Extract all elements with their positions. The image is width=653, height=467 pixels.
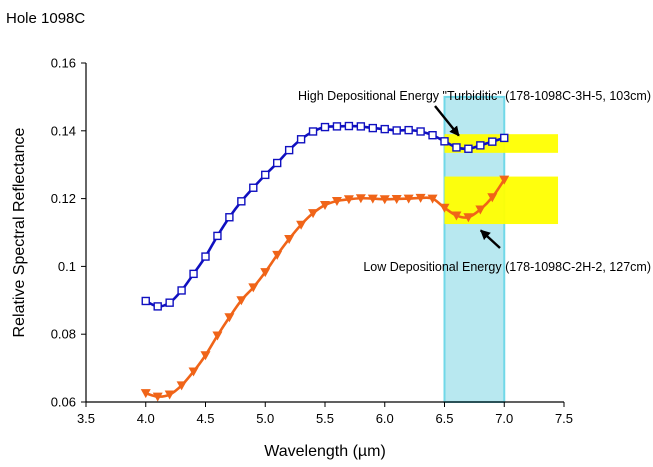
x-axis-title: Wavelength (µm)	[264, 443, 386, 460]
data-point	[260, 268, 271, 278]
annotation-low-energy: Low Depositional Energy (178-1098C-2H-2,…	[363, 260, 651, 274]
data-point	[201, 252, 210, 261]
data-point	[487, 193, 498, 203]
data-point	[165, 298, 174, 307]
x-tick-label: 3.5	[77, 411, 95, 426]
data-point	[308, 127, 318, 136]
data-point	[320, 201, 330, 211]
data-point	[427, 194, 438, 204]
data-point	[404, 125, 413, 135]
highlight-regions	[443, 95, 559, 404]
data-point	[200, 351, 211, 361]
data-point	[140, 389, 151, 399]
x-tick-label: 5.5	[316, 411, 334, 426]
annotation-high-energy: High Depositional Energy "Turbiditic" (1…	[298, 89, 651, 103]
data-point	[428, 131, 437, 140]
data-point	[379, 195, 390, 205]
data-point	[249, 183, 258, 192]
x-tick-label: 5.0	[256, 411, 274, 426]
chart-title: Hole 1098C	[6, 10, 86, 27]
y-tick-label: 0.12	[51, 191, 76, 206]
data-point	[392, 126, 401, 135]
annotations: High Depositional Energy "Turbiditic" (1…	[298, 89, 651, 274]
data-point	[355, 194, 366, 204]
y-tick-label: 0.14	[51, 123, 76, 138]
data-point	[225, 213, 234, 222]
data-point	[261, 170, 270, 180]
y-tick-label: 0.16	[51, 56, 76, 71]
data-point	[356, 122, 366, 131]
data-point	[308, 209, 319, 219]
data-point	[176, 381, 187, 391]
data-point	[213, 231, 222, 241]
data-point	[332, 122, 342, 131]
data-point	[212, 331, 223, 341]
data-point	[320, 122, 330, 132]
x-tick-label: 6.0	[376, 411, 394, 426]
data-point	[284, 234, 295, 244]
data-point	[164, 390, 175, 400]
data-point	[367, 194, 378, 204]
data-point	[177, 286, 186, 295]
y-tick-label: 0.1	[58, 259, 76, 274]
data-point	[451, 211, 462, 221]
data-point	[368, 123, 377, 133]
data-point	[331, 196, 342, 206]
data-point	[141, 296, 150, 306]
data-point	[475, 205, 486, 215]
data-point	[344, 121, 354, 131]
data-point	[488, 137, 497, 146]
data-point	[476, 141, 485, 150]
x-tick-label: 4.5	[196, 411, 214, 426]
data-point	[152, 392, 163, 402]
data-point	[380, 124, 389, 134]
data-point	[415, 193, 426, 203]
data-point	[153, 302, 162, 311]
data-point	[500, 133, 509, 143]
data-point	[272, 250, 283, 260]
series-layer	[140, 121, 510, 402]
data-point	[284, 145, 294, 155]
x-tick-label: 4.0	[137, 411, 155, 426]
data-point	[273, 158, 282, 168]
data-point	[188, 367, 199, 377]
x-tick-label: 7.0	[495, 411, 513, 426]
data-point	[463, 213, 474, 223]
y-axis-title: Relative Spectral Reflectance	[11, 127, 28, 337]
annotation-arrow-high	[434, 105, 460, 137]
data-point	[237, 197, 246, 206]
x-tick-label: 7.5	[555, 411, 573, 426]
data-point	[403, 194, 414, 204]
axes: 3.5 4.0 4.5 5.0 5.5 6.0 6.5 7.0 7.5 0.06 0.08 0.1 0.…	[11, 56, 573, 461]
data-point	[189, 269, 198, 279]
data-point	[248, 283, 259, 293]
data-point	[499, 175, 510, 185]
data-point	[343, 195, 354, 205]
data-point	[464, 144, 473, 153]
data-point	[416, 127, 425, 136]
data-point	[391, 194, 402, 204]
data-point	[452, 143, 461, 152]
y-tick-label: 0.06	[51, 395, 76, 410]
x-tick-label: 6.5	[435, 411, 453, 426]
annotation-arrow-low	[479, 229, 501, 249]
data-point	[439, 203, 450, 213]
y-tick-label: 0.08	[51, 327, 76, 342]
data-point	[296, 135, 306, 144]
data-point	[224, 313, 235, 323]
data-point	[296, 220, 307, 230]
data-point	[440, 137, 449, 146]
data-point	[236, 296, 247, 306]
